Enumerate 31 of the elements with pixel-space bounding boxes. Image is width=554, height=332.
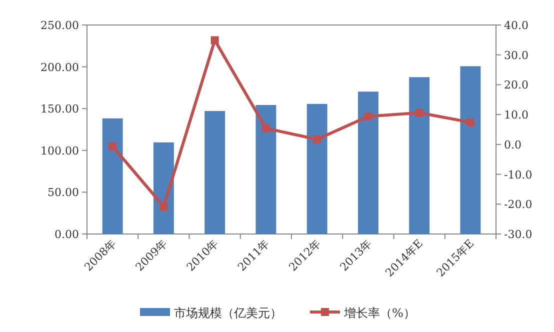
y2-tick-label: 20.0 bbox=[504, 78, 528, 92]
point bbox=[160, 202, 168, 211]
bar bbox=[306, 104, 328, 234]
y2-tick-label: 30.0 bbox=[504, 48, 528, 62]
y-tick-label: 200.00 bbox=[40, 60, 79, 74]
bar bbox=[358, 92, 378, 234]
point bbox=[364, 112, 372, 120]
point bbox=[262, 124, 270, 132]
y2-tick-label: 10.0 bbox=[504, 108, 528, 122]
y2-tick-label: 0.0 bbox=[504, 138, 522, 152]
bar bbox=[204, 111, 226, 234]
y2-tick-label: -30.0 bbox=[504, 228, 532, 241]
point bbox=[108, 142, 117, 150]
y-tick-label: 150.00 bbox=[40, 102, 79, 116]
y-tick-label: 0.00 bbox=[54, 228, 79, 241]
y2-tick-label: 40.0 bbox=[504, 19, 528, 32]
point bbox=[313, 135, 322, 144]
point bbox=[466, 118, 474, 126]
y2-tick-label: -10.0 bbox=[504, 168, 532, 182]
bar bbox=[460, 66, 481, 234]
bar bbox=[409, 77, 430, 234]
point bbox=[415, 108, 424, 117]
legend-label: 市场规模（亿美元） bbox=[174, 306, 282, 320]
bar bbox=[102, 118, 123, 234]
y2-tick-label: -20.0 bbox=[504, 198, 532, 212]
y-tick-label: 50.00 bbox=[48, 186, 79, 200]
bar bbox=[256, 105, 276, 234]
y-tick-label: 100.00 bbox=[40, 144, 79, 158]
legend-label: 增长率（%） bbox=[343, 306, 416, 320]
y-tick-label: 250.00 bbox=[40, 19, 79, 32]
point bbox=[210, 36, 219, 44]
